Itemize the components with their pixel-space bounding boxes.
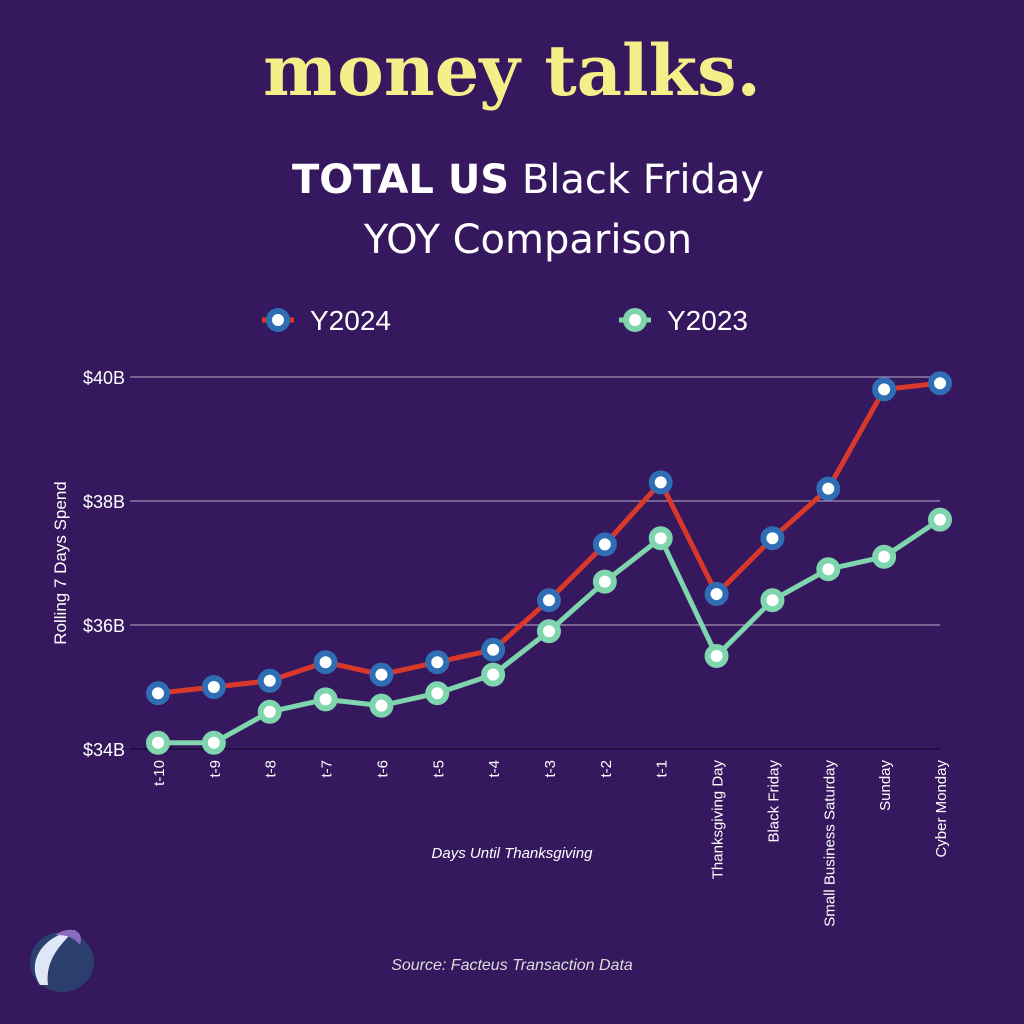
point-marker xyxy=(201,730,226,755)
x-tick-label: t-6 xyxy=(374,760,391,778)
x-tick-label: t-3 xyxy=(542,760,559,778)
point-marker xyxy=(704,644,729,668)
x-tick-label: t-2 xyxy=(598,760,615,778)
point-marker xyxy=(816,476,841,501)
point-marker xyxy=(313,650,338,675)
point-marker xyxy=(928,371,952,396)
legend-label: Y2023 xyxy=(667,305,748,336)
point-marker xyxy=(537,619,561,644)
x-tick-label: t-7 xyxy=(319,760,336,778)
point-marker xyxy=(704,582,729,606)
source: Source: Facteus Transaction Data xyxy=(391,957,633,974)
point-marker xyxy=(481,662,506,687)
y-tick-label: $40B xyxy=(83,368,125,388)
point-marker xyxy=(537,588,561,613)
point-marker xyxy=(425,650,450,675)
title-emphasis: TOTAL US xyxy=(292,157,509,203)
point-marker xyxy=(872,377,897,402)
x-tick-label: Thanksgiving Day xyxy=(710,760,727,880)
logo xyxy=(30,929,94,992)
title-part: Black Friday xyxy=(522,157,764,203)
x-tick-label: t-10 xyxy=(151,760,168,786)
point-marker xyxy=(648,526,673,551)
point-marker xyxy=(928,507,952,532)
x-tick-label: Sunday xyxy=(877,760,894,811)
point-marker xyxy=(481,637,506,662)
x-tick-label: t-4 xyxy=(486,760,503,778)
logo-shape xyxy=(34,930,75,985)
x-tick-label: Cyber Monday xyxy=(933,760,950,858)
x-tick-label: Small Business Saturday xyxy=(821,760,838,927)
chart-title: TOTAL US Black Friday xyxy=(292,157,764,203)
y-tick-label: $38B xyxy=(83,492,125,512)
legend-marker xyxy=(623,308,647,332)
point-marker xyxy=(425,681,450,706)
legend-label: Y2024 xyxy=(310,305,391,336)
point-marker xyxy=(760,526,785,551)
point-marker xyxy=(146,681,170,706)
x-axis-label: Days Until Thanksgiving xyxy=(432,845,594,862)
y-tick-label: $36B xyxy=(83,616,125,636)
brand: money talks. xyxy=(263,29,761,112)
x-tick-label: t-1 xyxy=(654,760,671,778)
point-marker xyxy=(257,699,282,724)
point-marker xyxy=(816,557,841,582)
x-tick-label: t-9 xyxy=(207,760,224,778)
point-marker xyxy=(648,470,673,495)
point-marker xyxy=(369,662,394,687)
legend-marker xyxy=(266,308,290,332)
y-axis-label: Rolling 7 Days Spend xyxy=(51,481,70,644)
x-tick-label: Black Friday xyxy=(765,760,782,843)
point-marker xyxy=(592,532,617,557)
point-marker xyxy=(369,693,394,718)
point-marker xyxy=(313,687,338,712)
logo-shape xyxy=(55,929,81,945)
x-tick-label: t-5 xyxy=(430,760,447,778)
point-marker xyxy=(592,569,617,594)
point-marker xyxy=(146,730,170,755)
point-marker xyxy=(872,544,897,569)
point-marker xyxy=(201,675,226,699)
x-tick-label: t-8 xyxy=(263,760,280,778)
point-marker xyxy=(257,668,282,693)
y-tick-label: $34B xyxy=(83,740,125,760)
point-marker xyxy=(760,588,785,613)
chart-title-line2: YOY Comparison xyxy=(363,217,692,263)
